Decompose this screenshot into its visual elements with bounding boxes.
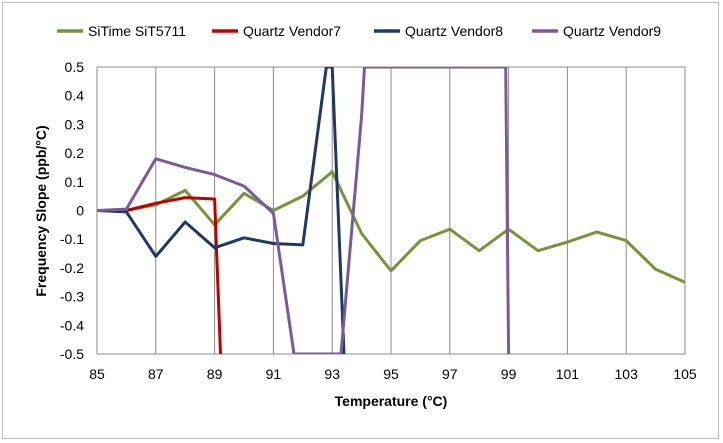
legend-label-3: Quartz Vendor9 — [563, 23, 661, 39]
legend-label-0: SiTime SiT5711 — [88, 23, 186, 39]
legend: SiTime SiT5711 Quartz Vendor7 Quartz Vendo… — [57, 23, 661, 39]
y-tick-labels: 0.5 0.4 0.3 0.2 0.1 0 -0.1 -0.2 -0.3 -0.4 -0.5 — [60, 59, 84, 362]
series-group — [97, 67, 685, 354]
series-line-0 — [97, 170, 685, 284]
x-tick-label: 101 — [556, 366, 580, 382]
legend-label-2: Quartz Vendor8 — [405, 23, 503, 39]
series-line-3 — [97, 67, 511, 354]
y-tick-label: -0.4 — [60, 317, 84, 333]
y-tick-label: -0.3 — [60, 289, 84, 305]
vertical-gridlines — [96, 67, 686, 354]
x-tick-label: 95 — [383, 366, 399, 382]
x-tick-label: 85 — [89, 366, 105, 382]
x-tick-label: 105 — [673, 366, 697, 382]
y-tick-label: -0.2 — [60, 260, 84, 276]
x-tick-label: 93 — [324, 366, 340, 382]
x-tick-label: 87 — [148, 366, 164, 382]
chart-frame — [2, 2, 719, 439]
y-tick-label: 0.2 — [65, 145, 85, 161]
y-tick-label: -0.1 — [60, 231, 84, 247]
x-tick-label: 89 — [207, 366, 223, 382]
y-axis-title: Frequency Slope (ppb/°C) — [33, 125, 49, 296]
x-tick-label: 97 — [442, 366, 458, 382]
x-tick-labels: 85 87 89 91 93 95 97 99 101 103 105 — [89, 366, 697, 382]
x-tick-label: 99 — [501, 366, 517, 382]
series-line-1 — [97, 196, 222, 354]
y-tick-label: 0.4 — [65, 88, 85, 104]
y-tick-label: 0 — [76, 203, 84, 219]
x-tick-label: 91 — [266, 366, 282, 382]
y-tick-label: 0.1 — [65, 174, 85, 190]
y-tick-label: -0.5 — [60, 346, 84, 362]
legend-label-1: Quartz Vendor7 — [243, 23, 341, 39]
x-tick-label: 103 — [615, 366, 639, 382]
x-axis-title: Temperature (°C) — [335, 393, 448, 409]
y-tick-label: 0.5 — [65, 59, 85, 75]
series-line-2 — [97, 67, 346, 354]
y-tick-label: 0.3 — [65, 116, 85, 132]
